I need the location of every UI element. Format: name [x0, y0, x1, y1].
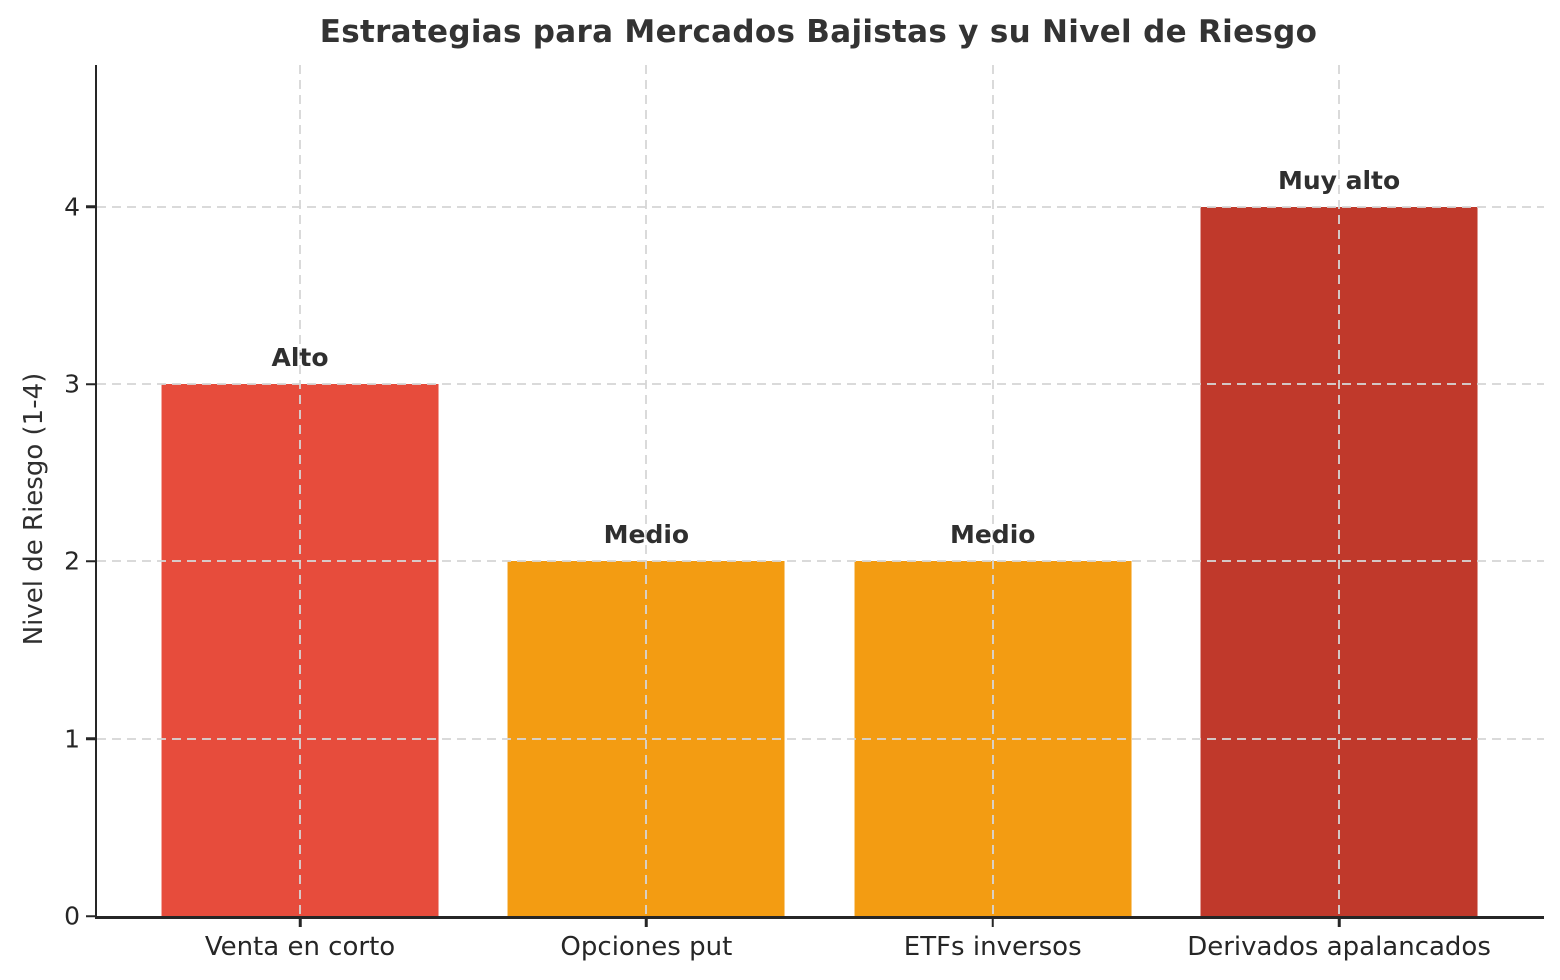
y-tick-label: 3 — [64, 369, 80, 399]
gridline-vertical — [645, 65, 648, 916]
gridline-horizontal — [97, 560, 1544, 563]
y-axis-label: Nivel de Riesgo (1-4) — [19, 372, 49, 646]
y-tick-label: 4 — [64, 192, 80, 222]
x-axis-category-label: Venta en corto — [204, 932, 396, 962]
y-tick-mark — [85, 205, 95, 209]
gridline-vertical — [1338, 65, 1341, 916]
y-tick-mark — [85, 382, 95, 386]
x-tick-mark — [645, 919, 648, 927]
plot-area: 0 1 2 3 4 Alto Venta en corto Medio Opciones put… — [64, 65, 1544, 962]
y-tick-mark — [85, 737, 95, 740]
gridline-vertical — [991, 65, 994, 916]
y-tick-mark — [85, 914, 95, 918]
chart-title: Estrategias para Mercados Bajistas y su … — [319, 14, 1318, 50]
y-tick-label: 0 — [64, 901, 80, 931]
gridline-horizontal — [97, 383, 1544, 386]
gridline-horizontal — [97, 737, 1544, 740]
x-axis-category-label: Opciones put — [560, 932, 733, 962]
bar-value-label: Muy alto — [1277, 165, 1401, 195]
x-axis-category-label: Derivados apalancados — [1187, 932, 1491, 962]
x-tick-mark — [991, 919, 994, 927]
bar-value-label: Medio — [603, 520, 690, 550]
gridline-horizontal — [97, 205, 1544, 208]
bar-value-label: Medio — [949, 520, 1036, 550]
y-tick-mark — [85, 560, 95, 563]
x-tick-mark — [1337, 919, 1341, 927]
x-tick-mark — [298, 919, 302, 927]
gridline-vertical — [299, 65, 301, 916]
bar-value-label: Alto — [271, 343, 329, 373]
x-axis-category-label: ETFs inversos — [903, 932, 1082, 962]
y-tick-label: 2 — [64, 546, 80, 576]
y-tick-label: 1 — [64, 724, 80, 754]
